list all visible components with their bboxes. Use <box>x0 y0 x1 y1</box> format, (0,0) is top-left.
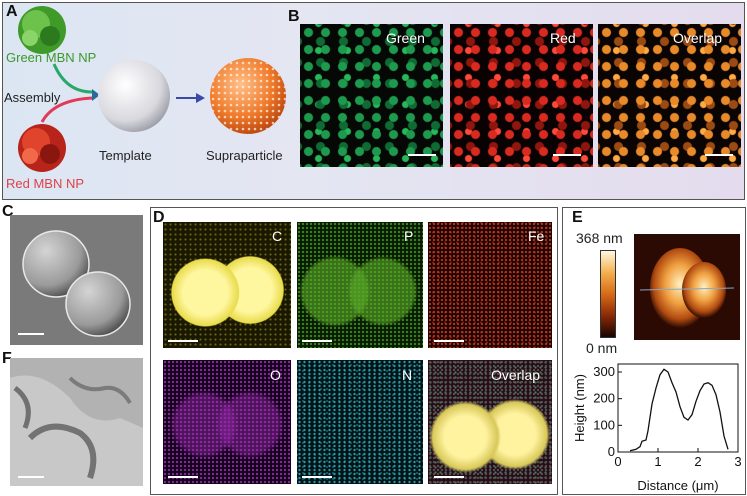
d-tile-fe-label: Fe <box>528 228 545 244</box>
panel-f-tem-image <box>10 358 143 486</box>
panel-label-e: E <box>572 209 583 226</box>
b-tile-red-label: Red <box>550 30 576 46</box>
plot-frame <box>617 363 739 453</box>
x-tick-label: 2 <box>694 454 701 469</box>
supraparticle-label: Supraparticle <box>206 148 283 163</box>
y-axis-label: Height (nm) <box>572 374 587 442</box>
panel-a-schematic <box>18 6 286 172</box>
colorbar-min-label: 0 nm <box>586 340 618 356</box>
d-tile-p <box>297 222 423 348</box>
red-np-label: Red MBN NP <box>6 176 85 191</box>
x-tick-label: 0 <box>614 454 621 469</box>
d-overlap-scale-bar <box>434 476 464 478</box>
d-tile-o-label: O <box>270 367 281 383</box>
b-tile-green <box>300 24 443 167</box>
y-tick-label: 0 <box>608 444 615 459</box>
b-red-scale-bar <box>553 154 581 156</box>
green-np-illustration <box>18 6 66 54</box>
y-tick-label: 200 <box>593 391 615 406</box>
d-n-scale-bar <box>302 476 332 478</box>
x-tick-label: 3 <box>734 454 741 469</box>
x-tick-label: 1 <box>654 454 661 469</box>
d-fe-scale-bar <box>434 340 464 342</box>
panel-label-c: C <box>2 203 14 220</box>
d-tile-c <box>163 222 291 348</box>
panel-d-frame <box>150 207 558 495</box>
b-tile-overlap <box>598 24 741 167</box>
d-tile-p-label: P <box>404 228 414 244</box>
d-tile-fe <box>428 222 552 348</box>
d-tile-overlap <box>428 360 552 484</box>
afm-colorbar <box>600 250 616 338</box>
panel-c-sem-image <box>10 215 143 345</box>
d-tile-n-label: N <box>402 367 413 383</box>
d-tile-n <box>297 360 423 484</box>
colorbar-max-label: 368 nm <box>576 230 623 246</box>
panel-label-b: B <box>288 8 300 25</box>
y-tick-label: 300 <box>593 364 615 379</box>
red-np-illustration <box>18 124 66 172</box>
x-axis-label: Distance (μm) <box>637 478 718 493</box>
template-label: Template <box>99 148 152 163</box>
d-tile-c-label: C <box>272 228 283 244</box>
d-c-scale-bar <box>168 340 198 342</box>
d-tile-o <box>163 360 291 484</box>
afm-height-profile-chart: 0 100 200 300 0 1 2 3 Height (nm) Distance (μm… <box>572 363 742 493</box>
panel-e-frame <box>562 207 746 495</box>
b-tile-green-label: Green <box>386 30 425 46</box>
b-overlap-scale-bar <box>705 154 733 156</box>
panel-label-d: D <box>153 209 165 226</box>
panel-label-f: F <box>2 350 12 367</box>
afm-height-image <box>634 234 740 340</box>
panel-label-a: A <box>6 3 18 20</box>
green-np-label: Green MBN NP <box>6 50 97 65</box>
d-p-scale-bar <box>302 340 332 342</box>
b-tile-overlap-label: Overlap <box>673 30 723 46</box>
y-tick-label: 100 <box>593 417 615 432</box>
d-o-scale-bar <box>168 476 198 478</box>
height-profile-line <box>629 368 729 452</box>
d-tile-overlap-label: Overlap <box>491 367 541 383</box>
b-green-scale-bar <box>408 154 436 156</box>
b-tile-red <box>450 24 593 167</box>
assembly-label: Assembly <box>4 90 61 105</box>
